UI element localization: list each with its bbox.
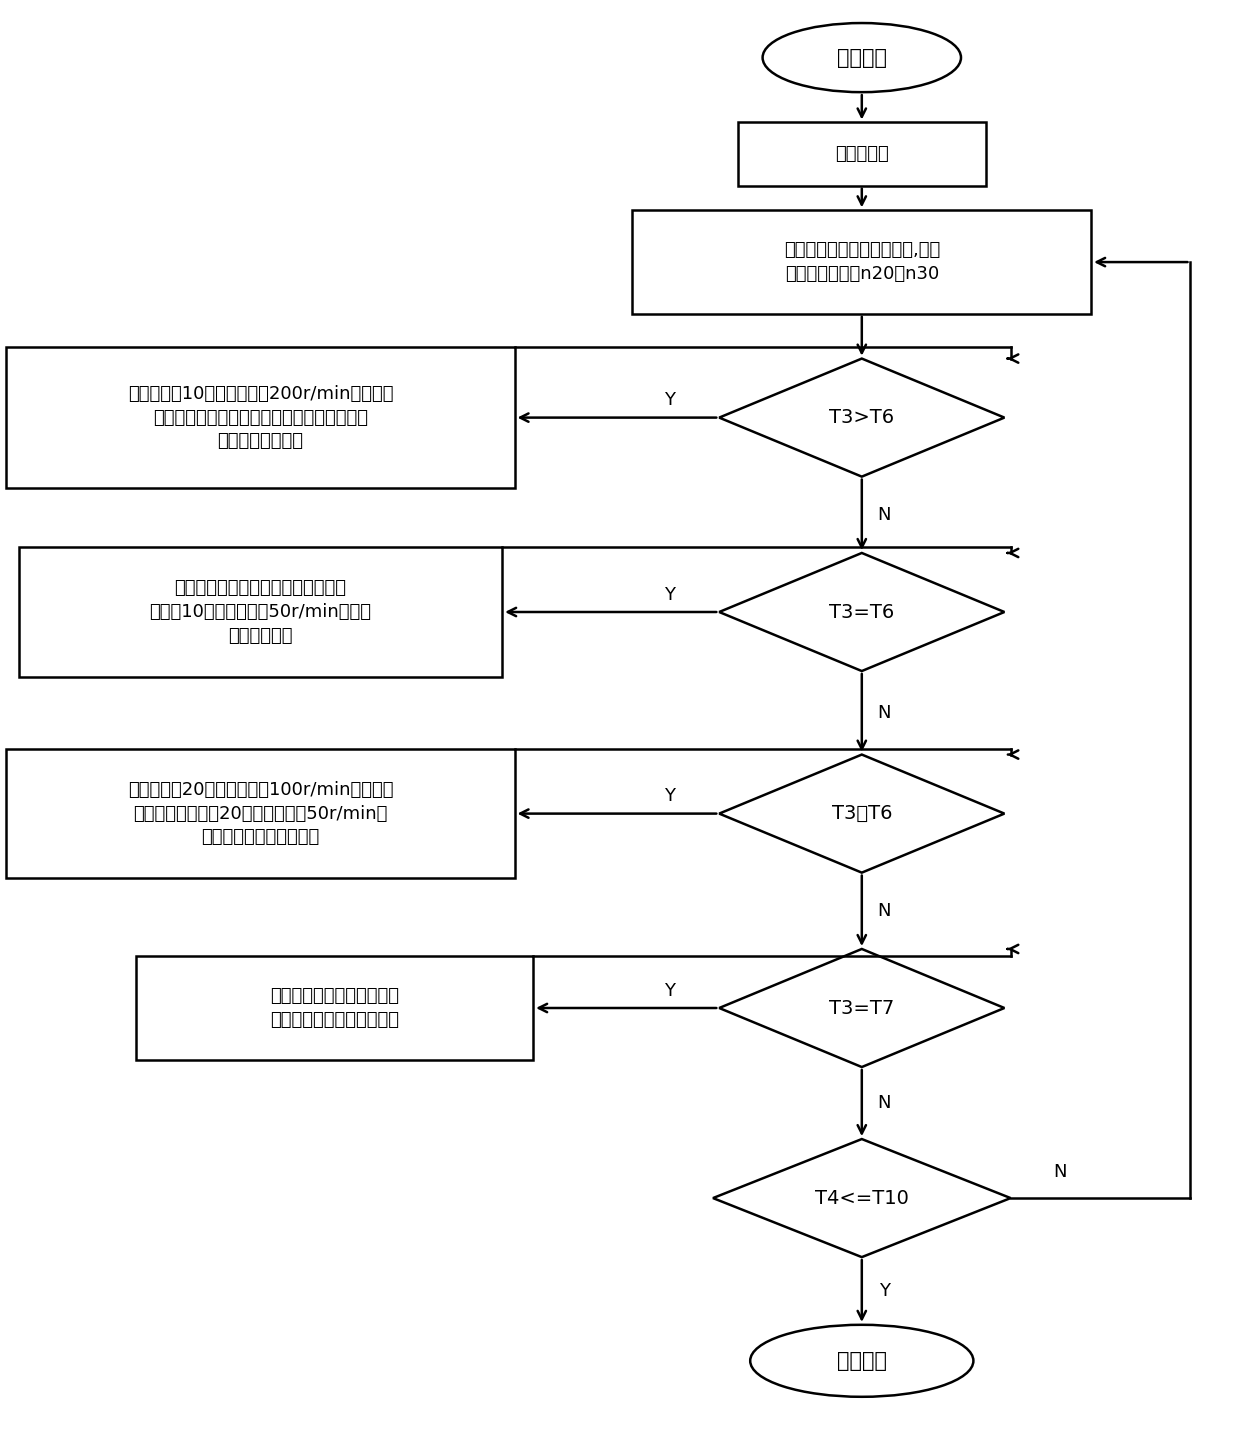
Text: 制冷模式: 制冷模式: [837, 48, 887, 68]
Text: N: N: [878, 505, 890, 524]
Text: Y: Y: [879, 1282, 889, 1300]
Text: Y: Y: [665, 982, 675, 999]
Text: T3=T7: T3=T7: [830, 998, 894, 1018]
Text: T3>T6: T3>T6: [830, 408, 894, 428]
Text: Y: Y: [665, 788, 675, 805]
Text: Y: Y: [665, 392, 675, 409]
Text: Y: Y: [665, 586, 675, 603]
Text: T4<=T10: T4<=T10: [815, 1188, 909, 1208]
Text: N: N: [1054, 1164, 1066, 1181]
Text: 压缩机转速不变，冷凝风扇和电子水
泵每隆10周期增大转速50r/min，直至
达到最高转速: 压缩机转速不变，冷凝风扇和电子水 泵每隆10周期增大转速50r/min，直至 达…: [149, 579, 372, 645]
Text: N: N: [878, 901, 890, 920]
Text: N: N: [878, 1094, 890, 1112]
Text: 关闭三通阀: 关闭三通阀: [835, 145, 889, 163]
Text: 循环模式: 循环模式: [837, 1351, 887, 1371]
Text: 电子水泵、冷凝风扇和压缩
机转速降低到初始运行转速: 电子水泵、冷凝风扇和压缩 机转速降低到初始运行转速: [270, 988, 399, 1028]
Text: T3＜T6: T3＜T6: [832, 804, 892, 824]
Text: N: N: [878, 704, 890, 721]
Text: 压缩机每隆20周期降低转速100r/min，冷凝风
扇和电子水泵每隆20周期减小转速50r/min，
直至达到各部件初始转速: 压缩机每隆20周期降低转速100r/min，冷凝风 扇和电子水泵每隆20周期减小…: [128, 780, 393, 847]
Text: 压缩机每隆10周期增加转速200r/min，直至最
高工作转速，而冷凝风扇和电子水泵分别工作
在中高等转速工况: 压缩机每隆10周期增加转速200r/min，直至最 高工作转速，而冷凝风扇和电子…: [128, 384, 393, 451]
Text: 开启所述冷凝风扇和压缩机,初始
运行转速分别为n20和n30: 开启所述冷凝风扇和压缩机,初始 运行转速分别为n20和n30: [784, 242, 940, 282]
Text: T3=T6: T3=T6: [830, 602, 894, 622]
